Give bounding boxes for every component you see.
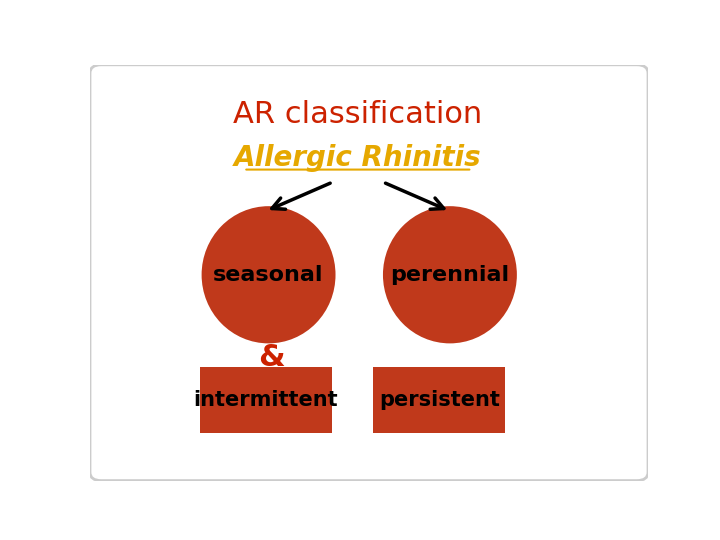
Text: seasonal: seasonal [213,265,324,285]
Ellipse shape [202,206,336,343]
Text: AR classification: AR classification [233,100,482,129]
Text: perennial: perennial [390,265,510,285]
Text: Allergic Rhinitis: Allergic Rhinitis [234,144,482,172]
Text: persistent: persistent [379,390,500,410]
Text: intermittent: intermittent [194,390,338,410]
Ellipse shape [383,206,517,343]
FancyBboxPatch shape [374,367,505,433]
Text: &: & [258,343,284,373]
FancyBboxPatch shape [90,65,648,481]
FancyBboxPatch shape [200,367,332,433]
